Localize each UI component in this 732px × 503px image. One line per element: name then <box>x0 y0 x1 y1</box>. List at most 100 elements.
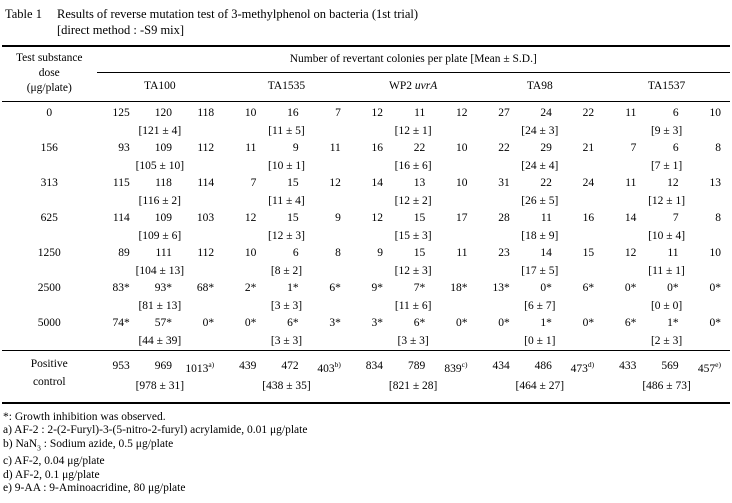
mean-sd-cell: [81 ± 13] <box>138 299 182 312</box>
plate-count-cell: 6* <box>329 282 341 294</box>
plate-count-cell: 439 <box>223 350 266 379</box>
plate-count-cell: 120 <box>154 107 172 119</box>
plate-count-cell: 11 <box>414 107 426 119</box>
plate-count-cell: 11 <box>625 177 637 189</box>
mean-sd-cell: [3 ± 3] <box>270 334 303 347</box>
mean-sd-cell: [0 ± 0] <box>650 299 683 312</box>
plate-count-cell: 6* <box>624 317 637 329</box>
mean-sd-cell: [18 ± 9] <box>521 229 559 242</box>
plate-count-cell: 12 <box>455 107 468 119</box>
plate-count-cell: 114 <box>197 177 215 189</box>
plate-count-cell: 11 <box>329 142 341 154</box>
footnote: d) AF-2, 0.1 μg/plate <box>3 468 100 481</box>
plate-count-cell: 16 <box>287 107 299 119</box>
mean-sd-cell: [26 ± 5] <box>521 194 559 207</box>
dose-cell: 2500 <box>37 282 61 294</box>
plate-count-cell: 0* <box>582 317 595 329</box>
table-caption: Results of reverse mutation test of 3-me… <box>57 6 418 38</box>
title-line1: Results of reverse mutation test of 3-me… <box>57 7 419 21</box>
plate-count-cell: 57* <box>154 317 172 329</box>
plate-count-cell: 31 <box>498 177 510 189</box>
plate-count-cell: 789 <box>392 350 435 379</box>
plate-count-cell: 24 <box>582 177 595 189</box>
plate-count-cell: 969 <box>138 350 181 379</box>
dose-cell: 5000 <box>37 317 61 329</box>
plate-count-cell: 434 <box>476 350 519 379</box>
plate-count-cell: 115 <box>112 177 130 189</box>
mean-sd-cell: [104 ± 13] <box>135 264 185 277</box>
mean-sd-cell: [11 ± 6] <box>394 299 432 312</box>
dose-values-row: 2500 83* 93* 68* 2* 1* 6* 9* 7* 18* 13* 0* 6* 0* 0* 0* <box>2 280 730 298</box>
plate-count-cell: 15 <box>287 177 299 189</box>
plate-count-cell: 8 <box>335 247 341 259</box>
plate-count-cell: 8 <box>715 142 721 154</box>
revertant-colonies-header: Number of revertant colonies per plate [… <box>96 46 730 73</box>
plate-count-cell: 9 <box>377 247 384 259</box>
plate-count-cell: 6 <box>672 142 679 154</box>
mean-sd-cell: [12 ± 3] <box>267 229 305 242</box>
dose-cell: 1250 <box>37 247 61 259</box>
strain-header-row: TA100 TA1535 WP2 uvrA TA98 TA1537 <box>2 72 730 103</box>
footnote: e) 9-AA : 9-Aminoacridine, 80 μg/plate <box>3 482 186 495</box>
plate-count-cell: 16 <box>582 212 595 224</box>
plate-count-cell: 9 <box>292 142 299 154</box>
positive-control-mean-row: [978 ± 31] [438 ± 35] [821 ± 28] [464 ± 27]… <box>2 378 730 403</box>
dose-mean-row: [105 ± 10] [10 ± 1] [16 ± 6] [24 ± 4] [7 ± 1… <box>2 158 730 176</box>
table-body: 0 125 120 118 10 16 7 12 11 12 27 24 22 11 6 10 [121 ± 4… <box>2 102 730 403</box>
plate-count-cell: 14 <box>624 212 637 224</box>
plate-count-cell: 12 <box>624 247 637 259</box>
mean-sd-cell: [24 ± 4] <box>521 159 559 172</box>
plate-count-cell: 0* <box>244 317 257 329</box>
plate-count-cell: 13* <box>492 282 510 294</box>
mean-sd-cell: [12 ± 1] <box>648 194 686 207</box>
mean-sd-cell: [8 ± 2] <box>270 264 303 277</box>
mean-sd-cell: [116 ± 2] <box>138 194 181 207</box>
plate-count-cell: 125 <box>112 107 130 119</box>
plate-count-cell: 433 <box>603 350 646 379</box>
plate-count-cell: 472 <box>265 350 308 379</box>
plate-count-cell: 15 <box>413 212 426 224</box>
dose-values-row: 625 114 109 103 12 15 9 12 15 17 28 11 16 14 7 8 <box>2 210 730 228</box>
dose-header-line1: Test substance <box>15 52 83 64</box>
plate-count-cell: 112 <box>197 142 215 154</box>
mean-sd-cell: [16 ± 6] <box>394 159 432 172</box>
plate-count-cell: 7 <box>250 177 257 189</box>
dose-mean-row: [116 ± 2] [11 ± 4] [12 ± 2] [26 ± 5] [12 ± 1… <box>2 193 730 211</box>
mean-sd-cell: [978 ± 31] <box>135 380 185 393</box>
plate-count-cell: 12 <box>371 212 384 224</box>
mean-sd-cell: [24 ± 3] <box>521 124 559 137</box>
strain-header: TA98 <box>476 72 604 103</box>
plate-count-cell: 486 <box>518 350 561 379</box>
plate-count-cell: 103 <box>196 212 215 224</box>
plate-count-cell: 23 <box>498 247 510 259</box>
plate-count-cell: 15 <box>582 247 595 259</box>
dose-cell: 625 <box>40 212 58 224</box>
mean-sd-cell: [105 ± 10] <box>135 159 185 172</box>
plate-count-cell: 93* <box>154 282 172 294</box>
mean-sd-cell: [2 ± 3] <box>650 334 683 347</box>
mean-sd-cell: [121 ± 4] <box>138 124 182 137</box>
plate-count-cell: 953 <box>96 350 139 379</box>
mean-sd-cell: [3 ± 3] <box>397 334 429 347</box>
plate-count-cell: 14 <box>371 177 384 189</box>
mean-sd-cell: [3 ± 3] <box>270 299 303 312</box>
plate-count-cell: 11 <box>456 247 468 259</box>
plate-count-cell: 6* <box>582 282 595 294</box>
dose-values-row: 156 93 109 112 11 9 11 16 22 10 22 29 21 7 6 8 <box>2 140 730 158</box>
plate-count-cell: 118 <box>197 107 215 119</box>
plate-count-cell: 0* <box>624 282 637 294</box>
plate-count-cell: 10 <box>244 107 257 119</box>
header-row-top: Test substance dose (μg/plate) Number of… <box>2 46 730 102</box>
plate-count-cell: 74* <box>112 317 130 329</box>
dose-mean-row: [109 ± 6] [12 ± 3] [15 ± 3] [18 ± 9] [10 ± 4… <box>2 228 730 246</box>
plate-count-cell: 0* <box>540 282 552 294</box>
mean-sd-cell: [12 ± 1] <box>394 124 432 137</box>
strain-header: TA100 <box>96 72 224 103</box>
dose-mean-row: [44 ± 39] [3 ± 3] [3 ± 3] [0 ± 1] [2 ± 3] <box>2 333 730 351</box>
plate-count-cell: 18* <box>450 282 468 294</box>
plate-count-cell: 13 <box>413 177 426 189</box>
table-number: Table 1 <box>5 7 42 21</box>
plate-count-cell: 118 <box>155 177 172 189</box>
plate-count-cell: 111 <box>155 247 172 259</box>
plate-count-cell: 569 <box>645 350 688 379</box>
